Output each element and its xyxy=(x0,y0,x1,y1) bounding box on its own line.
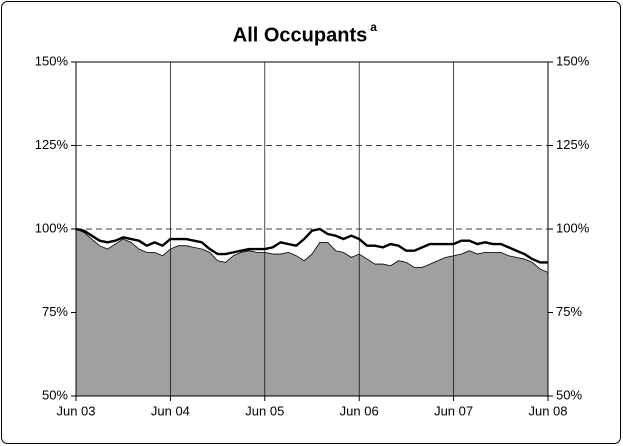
y2-tick-label: 75% xyxy=(556,304,582,319)
y2-tick-label: 50% xyxy=(556,387,582,402)
chart-title: All Occupants xyxy=(233,24,367,46)
y2-tick-label: 150% xyxy=(556,53,590,68)
area xyxy=(75,228,549,397)
x-tick-label: Jun 03 xyxy=(56,403,95,418)
y-tick-label: 50% xyxy=(42,387,68,402)
y-tick-label: 150% xyxy=(35,53,69,68)
y2-tick-label: 100% xyxy=(556,220,590,235)
x-tick-label: Jun 05 xyxy=(245,403,284,418)
x-tick-label: Jun 07 xyxy=(434,403,473,418)
y-tick-label: 125% xyxy=(35,137,69,152)
title-superscript: a xyxy=(370,20,377,34)
y-tick-label: 100% xyxy=(35,220,69,235)
y-tick-label: 75% xyxy=(42,304,68,319)
line xyxy=(75,227,548,264)
x-tick-label: Jun 08 xyxy=(528,403,567,418)
y2-tick-label: 125% xyxy=(556,137,590,152)
x-tick-label: Jun 06 xyxy=(340,403,379,418)
x-tick-label: Jun 04 xyxy=(151,403,190,418)
plot-border xyxy=(75,61,549,397)
